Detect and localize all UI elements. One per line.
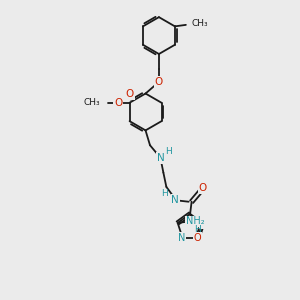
Text: N: N — [171, 195, 179, 205]
Text: O: O — [125, 89, 134, 99]
Text: H: H — [161, 189, 168, 198]
Text: O: O — [199, 183, 207, 193]
Text: O: O — [114, 98, 122, 108]
Text: O: O — [194, 233, 202, 243]
Text: O: O — [155, 77, 163, 87]
Text: NH₂: NH₂ — [186, 217, 205, 226]
Text: N: N — [157, 153, 164, 163]
Text: CH₃: CH₃ — [191, 20, 208, 28]
Text: CH₃: CH₃ — [83, 98, 100, 107]
Text: N: N — [200, 218, 207, 228]
Text: H: H — [165, 147, 172, 156]
Text: N: N — [178, 232, 185, 243]
Text: H: H — [194, 225, 200, 234]
